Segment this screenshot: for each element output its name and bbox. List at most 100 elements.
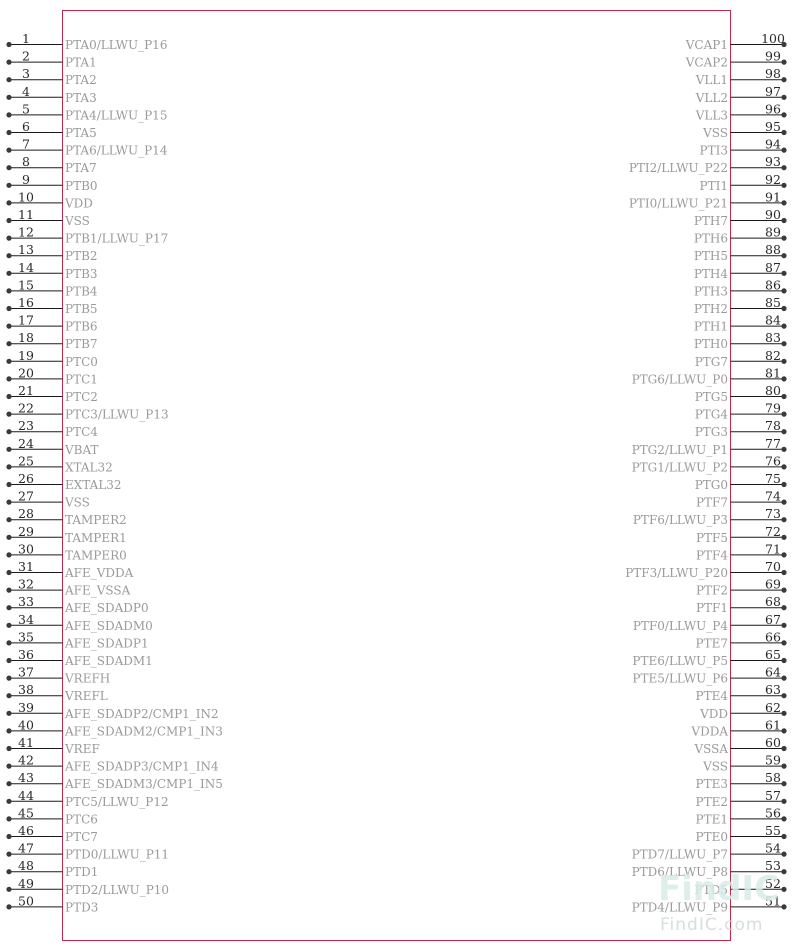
pin-name: PTE6/LLWU_P5 bbox=[632, 654, 728, 668]
pin-23: 23 PTC4 bbox=[6, 418, 98, 439]
pin-end-dot bbox=[781, 77, 787, 83]
pin-end-dot bbox=[6, 552, 12, 558]
pin-number: 24 bbox=[18, 436, 34, 451]
pin-35: 35 AFE_SDADP1 bbox=[6, 629, 149, 650]
pin-end-dot bbox=[781, 446, 787, 452]
pin-name: PTI2/LLWU_P22 bbox=[629, 161, 728, 175]
pin-end-dot bbox=[6, 657, 12, 664]
pin-number: 16 bbox=[18, 295, 34, 310]
pin-end-dot bbox=[781, 851, 787, 857]
pin-95: 95 VSS bbox=[702, 119, 787, 140]
pin-number: 20 bbox=[18, 365, 34, 380]
pin-82: 82 PTG7 bbox=[695, 348, 787, 369]
pin-name: PTF3/LLWU_P20 bbox=[625, 566, 728, 580]
pin-name: PTE4 bbox=[696, 689, 729, 703]
pin-number: 44 bbox=[18, 788, 34, 803]
pin-end-dot bbox=[6, 781, 12, 787]
pin-50: 50 PTD3 bbox=[6, 893, 98, 914]
pin-end-dot bbox=[781, 270, 787, 276]
pin-92: 92 PTI1 bbox=[700, 172, 787, 193]
pin-number: 61 bbox=[765, 717, 781, 732]
pin-67: 67 PTF0/LLWU_P4 bbox=[633, 612, 787, 633]
pin-name: PTF7 bbox=[696, 496, 728, 510]
pin-end-dot bbox=[6, 235, 12, 241]
pin-number: 62 bbox=[765, 700, 781, 715]
pin-end-dot bbox=[781, 781, 787, 787]
pin-number: 15 bbox=[18, 277, 34, 292]
pin-end-dot bbox=[781, 376, 787, 382]
pin-number: 79 bbox=[765, 401, 781, 416]
pin-6: 6 PTA5 bbox=[6, 119, 97, 140]
pin-number: 4 bbox=[22, 84, 30, 99]
pin-name: PTC3/LLWU_P13 bbox=[65, 408, 169, 422]
pin-71: 71 PTF4 bbox=[696, 541, 787, 562]
pin-name: PTF1 bbox=[696, 601, 728, 615]
pin-end-dot bbox=[781, 886, 787, 892]
pin-number: 8 bbox=[22, 154, 30, 169]
pin-end-dot bbox=[6, 446, 12, 452]
pin-number: 47 bbox=[18, 841, 34, 856]
pin-number: 45 bbox=[18, 805, 34, 820]
pin-name: PTE5/LLWU_P6 bbox=[632, 672, 728, 686]
pin-number: 78 bbox=[765, 418, 781, 433]
pin-47: 47 PTD0/LLWU_P11 bbox=[6, 841, 169, 862]
pin-number: 50 bbox=[18, 893, 34, 908]
pin-name: PTB1/LLWU_P17 bbox=[65, 232, 168, 246]
pin-3: 3 PTA2 bbox=[6, 66, 97, 87]
pin-number: 98 bbox=[765, 66, 781, 81]
pin-name: PTH7 bbox=[694, 214, 728, 228]
pin-number: 100 bbox=[761, 31, 785, 46]
pin-18: 18 PTB7 bbox=[6, 330, 98, 351]
pin-79: 79 PTG4 bbox=[695, 401, 787, 422]
pin-end-dot bbox=[781, 393, 787, 400]
pin-17: 17 PTB6 bbox=[6, 313, 98, 334]
pin-end-dot bbox=[781, 675, 787, 681]
pin-name: PTH1 bbox=[694, 320, 728, 334]
pin-11: 11 VSS bbox=[6, 207, 90, 228]
pin-number: 11 bbox=[18, 207, 34, 222]
pin-name: PTI0/LLWU_P21 bbox=[629, 196, 728, 210]
pin-4: 4 PTA3 bbox=[6, 84, 97, 105]
pin-name: VSS bbox=[64, 214, 90, 228]
pin-number: 1 bbox=[22, 31, 30, 46]
pin-name: TAMPER1 bbox=[65, 531, 127, 545]
pin-name: PTB2 bbox=[65, 249, 98, 263]
pin-name: PTH3 bbox=[694, 284, 728, 298]
left-pin-group: 1 PTA0/LLWU_P16 2 PTA1 3 PTA2 4 PTA3 5 PTA4/LLWU_… bbox=[6, 31, 223, 914]
pin-59: 59 VSS bbox=[702, 753, 787, 774]
pin-90: 90 PTH7 bbox=[694, 207, 787, 228]
pin-number: 12 bbox=[18, 225, 34, 240]
pin-number: 75 bbox=[765, 471, 781, 486]
pin-end-dot bbox=[781, 569, 787, 576]
pin-number: 81 bbox=[765, 365, 781, 380]
pin-72: 72 PTF5 bbox=[696, 524, 787, 545]
pin-number: 76 bbox=[765, 453, 781, 468]
pin-end-dot bbox=[6, 693, 12, 699]
pin-name: EXTAL32 bbox=[65, 478, 122, 492]
pin-name: PTG2/LLWU_P1 bbox=[632, 443, 728, 457]
pin-19: 19 PTC0 bbox=[6, 348, 98, 369]
pin-65: 65 PTE6/LLWU_P5 bbox=[632, 647, 787, 668]
pin-end-dot bbox=[781, 517, 787, 523]
pin-name: VDD bbox=[64, 196, 93, 210]
pin-number: 95 bbox=[765, 119, 781, 134]
pin-name: AFE_SDADP3/CMP1_IN4 bbox=[64, 760, 219, 774]
pin-name: PTG3 bbox=[695, 425, 728, 439]
pin-56: 56 PTE1 bbox=[696, 805, 787, 826]
pin-name: VCAP2 bbox=[685, 56, 728, 70]
pin-16: 16 PTB5 bbox=[6, 295, 98, 316]
pin-end-dot bbox=[6, 94, 12, 100]
pin-89: 89 PTH6 bbox=[694, 225, 787, 246]
pin-number: 70 bbox=[765, 559, 781, 574]
pin-name: VREFL bbox=[64, 689, 108, 703]
pin-name: PTG7 bbox=[695, 355, 728, 369]
pin-number: 80 bbox=[765, 383, 781, 398]
pin-34: 34 AFE_SDADM0 bbox=[6, 612, 153, 633]
pin-36: 36 AFE_SDADM1 bbox=[6, 647, 153, 668]
pin-end-dot bbox=[781, 622, 787, 628]
pin-name: VREF bbox=[64, 742, 100, 756]
pin-end-dot bbox=[6, 763, 12, 769]
pin-number: 63 bbox=[765, 682, 781, 697]
pin-name: VLL3 bbox=[695, 108, 728, 122]
pin-name: PTF5 bbox=[696, 531, 728, 545]
